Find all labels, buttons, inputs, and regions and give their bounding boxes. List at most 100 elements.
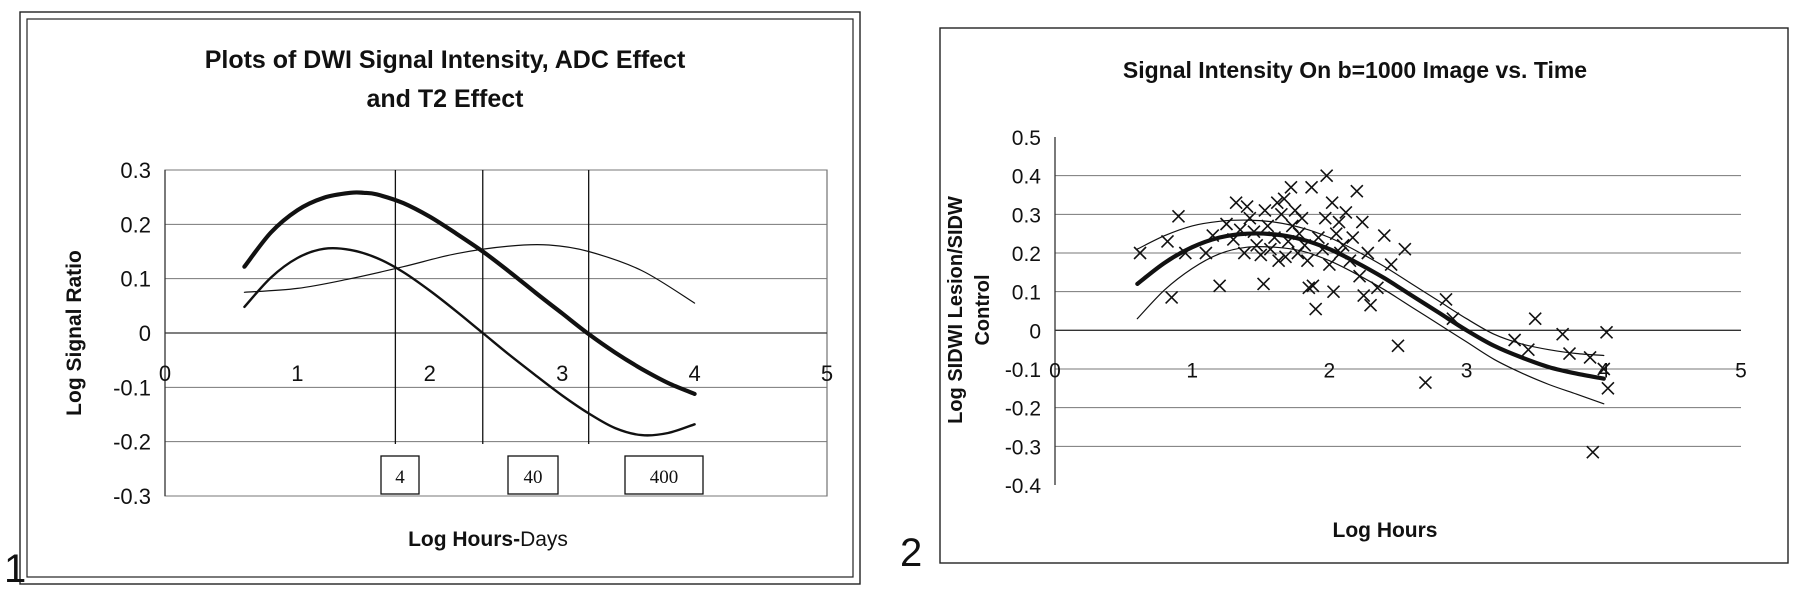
chart-1-marker-box: [624, 455, 704, 495]
chart-2: Signal Intensity On b=1000 Image vs. Tim…: [945, 57, 1747, 542]
chart-2-data-point: [1295, 211, 1309, 225]
chart-2-data-point: [1250, 238, 1264, 252]
chart-2-data-point: [1336, 238, 1350, 252]
chart-2-data-point: [1133, 246, 1147, 260]
chart-1-marker-label: 400: [650, 467, 679, 488]
chart-1-x-tick-label: 3: [556, 361, 568, 386]
chart-1-y-tick-label: -0.2: [113, 430, 151, 455]
chart-2-x-label: Log Hours: [1333, 519, 1438, 542]
chart-1-x-tick-label: 0: [159, 361, 171, 386]
chart-1-title-line-1: Plots of DWI Signal Intensity, ADC Effec…: [205, 46, 686, 74]
chart-2-y-label-line-1: Log SIDWI Lesion/SIDW: [945, 196, 967, 424]
chart-2-data-point: [1277, 192, 1291, 206]
chart-1-series: [242, 190, 697, 437]
chart-2-y-tick-label: 0.2: [1012, 243, 1041, 266]
chart-1-x-label: Log Hours-Days: [408, 528, 568, 551]
chart-2-y-tick-label: 0: [1029, 320, 1041, 343]
chart-2-data-point: [1562, 346, 1577, 361]
chart-2-data-point: [1357, 288, 1371, 303]
chart-2-data-point: [1306, 279, 1320, 293]
chart-2-y-tick-label: -0.4: [1005, 475, 1042, 498]
chart-2-data-point: [1256, 277, 1271, 291]
chart-2-data-point: [1254, 248, 1268, 262]
chart-2-data-point: [1391, 339, 1405, 353]
chart-2-data-point: [1213, 279, 1227, 293]
chart-1-x-tick-labels: 0 1 2 3 4 5: [159, 361, 833, 386]
chart-2-data-point: [1329, 227, 1343, 241]
chart-1-y-tick-label: -0.3: [113, 484, 151, 509]
chart-2-data-point: [1263, 242, 1277, 256]
chart-2-data-point: [1309, 302, 1323, 316]
chart-2-data-point: [1508, 333, 1522, 347]
chart-2-data-point: [1398, 242, 1412, 256]
chart-2-data-point: [1320, 169, 1334, 183]
chart-1-x-tick-label: 4: [688, 361, 700, 386]
chart-1-title-line-2: and T2 Effect: [367, 85, 525, 113]
chart-1-gridlines: [165, 169, 827, 497]
panel-1-outer-frame: [19, 11, 861, 585]
chart-2-fit-lines: [1135, 219, 1606, 405]
chart-2-data-point: [1339, 205, 1353, 219]
chart-2-x-tick-label: 2: [1324, 359, 1336, 382]
chart-1-series-line: [243, 246, 696, 437]
chart-2-data-point: [1302, 281, 1316, 295]
chart-1-y-tick-labels: 0.3 0.2 0.1 0 -0.1 -0.2 -0.3: [113, 158, 151, 509]
chart-2-data-point: [1322, 258, 1336, 272]
chart-2-data-point: [1326, 285, 1341, 299]
chart-2-y-label-line-2: Control: [972, 274, 994, 345]
panel-2-frame: [939, 27, 1789, 564]
chart-1-vertical-markers: 4 40 400: [380, 170, 704, 495]
chart-1-x-tick-label: 2: [424, 361, 436, 386]
chart-2-x-tick-label: 3: [1461, 359, 1473, 382]
chart-2-data-point: [1586, 445, 1600, 459]
chart-2-y-tick-label: 0.5: [1012, 127, 1041, 150]
chart-2-data-point: [1240, 200, 1254, 214]
chart-1-x-label-bold: Log Hours-: [408, 528, 520, 551]
chart-2-data-point: [1556, 327, 1570, 341]
chart-1-x-tick-label: 1: [291, 361, 303, 386]
chart-1-y-tick-label: 0.3: [120, 158, 151, 183]
chart-2-confidence-line: [1136, 219, 1605, 357]
chart-1-marker-box: [507, 455, 559, 495]
chart-2-data-point: [1274, 207, 1288, 221]
panel-2-number: 2: [900, 531, 922, 575]
chart-2-x-tick-label: 5: [1735, 359, 1747, 382]
chart-2-data-point: [1528, 312, 1542, 326]
panel-1-number: 1: [4, 547, 26, 590]
chart-1-marker-label: 40: [524, 467, 543, 488]
chart-2-data-point: [1377, 229, 1391, 243]
chart-2-data-point: [1325, 196, 1339, 210]
chart-2-data-point: [1270, 196, 1284, 210]
chart-2-data-point: [1361, 246, 1375, 260]
chart-2-title: Signal Intensity On b=1000 Image vs. Tim…: [1123, 57, 1587, 83]
chart-1-y-tick-label: -0.1: [113, 375, 151, 400]
chart-2-data-point: [1599, 325, 1614, 339]
chart-2-data-point: [1304, 180, 1319, 194]
chart-2-data-point: [1171, 209, 1186, 223]
chart-2-confidence-line: [1136, 245, 1605, 405]
chart-2-data-point: [1229, 196, 1243, 210]
chart-2-data-point: [1601, 381, 1615, 395]
chart-2-data-point: [1258, 203, 1272, 218]
chart-2-y-tick-label: 0.1: [1012, 282, 1041, 305]
chart-1-x-label-rest: Days: [520, 528, 568, 551]
chart-2-data-point: [1219, 217, 1234, 231]
panel-1-inner-frame: [26, 18, 854, 578]
chart-1-x-tick-label: 5: [821, 361, 833, 386]
chart-2-data-point: [1199, 246, 1213, 260]
chart-1-y-label: Log Signal Ratio: [63, 250, 86, 416]
chart-2-y-tick-label: -0.1: [1005, 359, 1041, 382]
chart-2-data-point: [1521, 343, 1535, 357]
chart-2-data-point: [1300, 254, 1315, 268]
chart-2-data-point: [1346, 230, 1360, 245]
chart-2-data-point: [1237, 246, 1251, 260]
chart-2-y-tick-label: -0.2: [1005, 398, 1041, 421]
chart-2-y-tick-label: -0.3: [1005, 436, 1041, 459]
chart-2-data-point: [1597, 362, 1611, 376]
chart-2-fit-line: [1135, 231, 1606, 381]
chart-1-marker-label: 4: [395, 467, 405, 488]
chart-2-gridlines: [1055, 175, 1741, 447]
chart-2-data-point: [1165, 290, 1179, 305]
chart-2-data-point: [1350, 184, 1364, 198]
